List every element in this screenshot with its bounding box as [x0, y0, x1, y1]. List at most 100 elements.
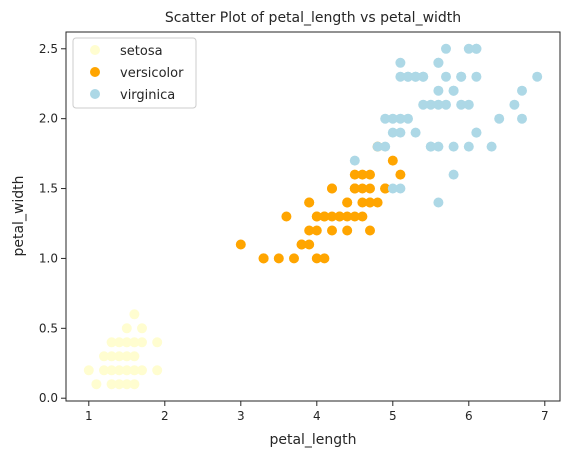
point-versicolor — [357, 183, 368, 194]
point-virginica — [433, 141, 444, 152]
point-versicolor — [304, 197, 315, 208]
point-virginica — [349, 155, 360, 166]
point-virginica — [425, 141, 436, 152]
point-versicolor — [327, 225, 337, 236]
point-virginica — [410, 71, 421, 82]
point-versicolor — [289, 253, 299, 264]
point-setosa — [137, 323, 147, 334]
point-versicolor — [304, 225, 315, 236]
y-tick-label: 0.5 — [39, 321, 58, 335]
point-virginica — [471, 127, 482, 138]
point-virginica — [387, 127, 398, 138]
point-virginica — [456, 71, 467, 82]
point-setosa — [106, 337, 117, 348]
point-setosa — [121, 337, 132, 348]
y-tick-label: 0.0 — [39, 391, 58, 405]
point-virginica — [425, 99, 436, 110]
point-virginica — [433, 99, 444, 110]
point-virginica — [517, 85, 527, 96]
points-layer — [83, 43, 543, 390]
y-axis-ticks: 0.0 0.5 1.0 1.5 2.0 2.5 — [39, 42, 66, 405]
point-setosa — [121, 351, 132, 362]
point-versicolor — [395, 169, 406, 180]
point-virginica — [463, 43, 474, 54]
point-setosa — [99, 351, 109, 362]
point-setosa — [106, 379, 117, 390]
point-versicolor — [357, 169, 368, 180]
point-virginica — [486, 141, 497, 152]
point-versicolor — [311, 253, 322, 264]
point-versicolor — [342, 197, 353, 208]
point-virginica — [448, 169, 459, 180]
point-versicolor — [357, 211, 368, 222]
y-tick-label: 2.0 — [39, 112, 58, 126]
point-virginica — [403, 71, 413, 82]
point-setosa — [99, 365, 109, 376]
point-setosa — [106, 351, 117, 362]
point-versicolor — [365, 197, 375, 208]
point-virginica — [471, 43, 482, 54]
point-virginica — [517, 113, 527, 124]
point-setosa — [129, 365, 140, 376]
point-virginica — [387, 113, 398, 124]
y-tick-label: 2.5 — [39, 42, 58, 56]
point-versicolor — [319, 211, 330, 222]
point-virginica — [448, 141, 459, 152]
y-tick-label: 1.5 — [39, 182, 58, 196]
point-versicolor — [365, 169, 375, 180]
point-virginica — [441, 71, 451, 82]
point-virginica — [441, 99, 451, 110]
point-virginica — [395, 183, 406, 194]
point-setosa — [106, 365, 117, 376]
x-tick-label: 1 — [85, 409, 93, 423]
point-virginica — [380, 141, 391, 152]
x-tick-label: 6 — [465, 409, 473, 423]
point-setosa — [114, 337, 125, 348]
legend-label-versicolor: versicolor — [120, 66, 184, 81]
point-virginica — [463, 141, 474, 152]
legend-label-virginica: virginica — [120, 88, 175, 103]
point-setosa — [83, 365, 94, 376]
point-versicolor — [349, 169, 360, 180]
point-virginica — [387, 183, 398, 194]
point-versicolor — [304, 239, 315, 250]
point-virginica — [372, 141, 383, 152]
point-versicolor — [365, 183, 375, 194]
point-versicolor — [349, 183, 360, 194]
x-axis-ticks: 1 2 3 4 5 6 7 — [85, 401, 549, 423]
point-setosa — [114, 379, 125, 390]
point-setosa — [129, 351, 140, 362]
point-setosa — [152, 365, 163, 376]
point-versicolor — [258, 253, 269, 264]
legend-label-setosa: setosa — [120, 44, 163, 59]
point-setosa — [137, 337, 147, 348]
point-versicolor — [342, 211, 353, 222]
y-axis-label: petal_width — [11, 175, 27, 256]
point-versicolor — [319, 253, 330, 264]
point-versicolor — [327, 183, 337, 194]
point-versicolor — [311, 211, 322, 222]
x-tick-label: 2 — [161, 409, 169, 423]
point-setosa — [114, 365, 125, 376]
point-virginica — [395, 71, 406, 82]
point-versicolor — [349, 211, 360, 222]
y-tick-label: 1.0 — [39, 251, 58, 265]
point-setosa — [129, 309, 140, 320]
legend: setosa versicolor virginica — [72, 37, 197, 109]
point-virginica — [433, 197, 444, 208]
point-virginica — [433, 57, 444, 68]
legend-marker-virginica — [90, 89, 100, 99]
point-setosa — [114, 351, 125, 362]
point-virginica — [395, 57, 406, 68]
x-tick-label: 4 — [313, 409, 321, 423]
point-versicolor — [342, 225, 353, 236]
point-setosa — [152, 337, 163, 348]
legend-box — [72, 37, 197, 109]
point-virginica — [456, 99, 467, 110]
point-virginica — [410, 127, 421, 138]
point-virginica — [448, 85, 459, 96]
point-versicolor — [380, 183, 391, 194]
point-virginica — [471, 71, 482, 82]
legend-marker-setosa — [90, 45, 100, 55]
point-virginica — [433, 85, 444, 96]
